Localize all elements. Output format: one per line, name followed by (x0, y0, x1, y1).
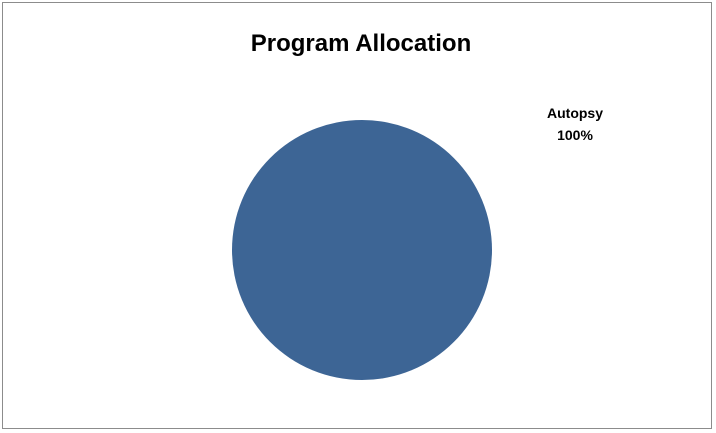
pie-slices (232, 120, 492, 380)
slice-label-percent: 100% (557, 127, 593, 143)
slice-label-category: Autopsy (547, 105, 603, 121)
pie-slice-autopsy (232, 120, 492, 380)
pie-labels: Autopsy 100% (547, 105, 603, 143)
